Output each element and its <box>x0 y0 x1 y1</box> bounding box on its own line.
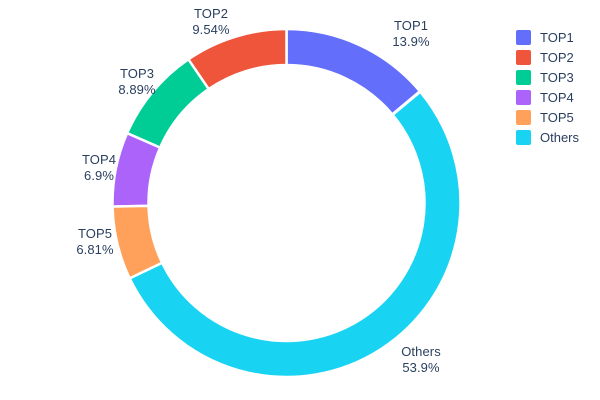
legend-swatch-icon <box>516 90 531 105</box>
slice-label-percent: 53.9% <box>402 360 440 375</box>
slice-label-percent: 9.54% <box>192 22 230 37</box>
legend-label: TOP2 <box>540 50 574 65</box>
slice-label-name: Others <box>401 344 441 359</box>
legend-item-others[interactable]: Others <box>516 128 596 147</box>
slice-label-name: TOP3 <box>119 66 155 81</box>
slice-label-name: TOP2 <box>193 6 229 21</box>
donut-slice-group <box>111 27 462 379</box>
legend-swatch-icon <box>516 70 531 85</box>
slice-label-top1: TOP1 13.9% <box>366 18 456 50</box>
slice-label-top5: TOP5 6.81% <box>50 226 140 258</box>
slice-label-name: TOP5 <box>77 226 113 241</box>
slice-label-percent: 6.9% <box>83 168 115 183</box>
legend-label: Others <box>540 130 580 145</box>
slice-label-top3: TOP3 8.89% <box>92 66 182 98</box>
slice-label-top4: TOP4 6.9% <box>54 152 144 184</box>
legend-item-top4[interactable]: TOP4 <box>516 88 596 107</box>
legend-item-top1[interactable]: TOP1 <box>516 28 596 47</box>
legend-label: TOP4 <box>540 90 574 105</box>
donut-slice-top4[interactable] <box>111 131 162 208</box>
donut-slice-top3[interactable] <box>125 58 210 149</box>
legend-item-top3[interactable]: TOP3 <box>516 68 596 87</box>
slice-label-name: TOP1 <box>393 18 429 33</box>
slice-label-name: TOP4 <box>81 152 117 167</box>
slice-label-others: Others 53.9% <box>376 344 466 376</box>
legend-label: TOP3 <box>540 70 574 85</box>
donut-slice-others[interactable] <box>128 90 462 379</box>
legend-label: TOP5 <box>540 110 574 125</box>
legend-item-top2[interactable]: TOP2 <box>516 48 596 67</box>
legend-label: TOP1 <box>540 30 574 45</box>
legend-swatch-icon <box>516 50 531 65</box>
slice-label-top2: TOP2 9.54% <box>166 6 256 38</box>
slice-label-percent: 8.89% <box>118 82 156 97</box>
legend-swatch-icon <box>516 130 531 145</box>
legend-item-top5[interactable]: TOP5 <box>516 108 596 127</box>
slice-label-percent: 6.81% <box>76 242 114 257</box>
legend-swatch-icon <box>516 110 531 125</box>
legend-swatch-icon <box>516 30 531 45</box>
chart-legend: TOP1 TOP2 TOP3 TOP4 TOP5 Others <box>516 28 596 148</box>
donut-slice-top5[interactable] <box>111 204 164 280</box>
slice-label-percent: 13.9% <box>392 34 430 49</box>
donut-slice-top2[interactable] <box>187 27 288 91</box>
